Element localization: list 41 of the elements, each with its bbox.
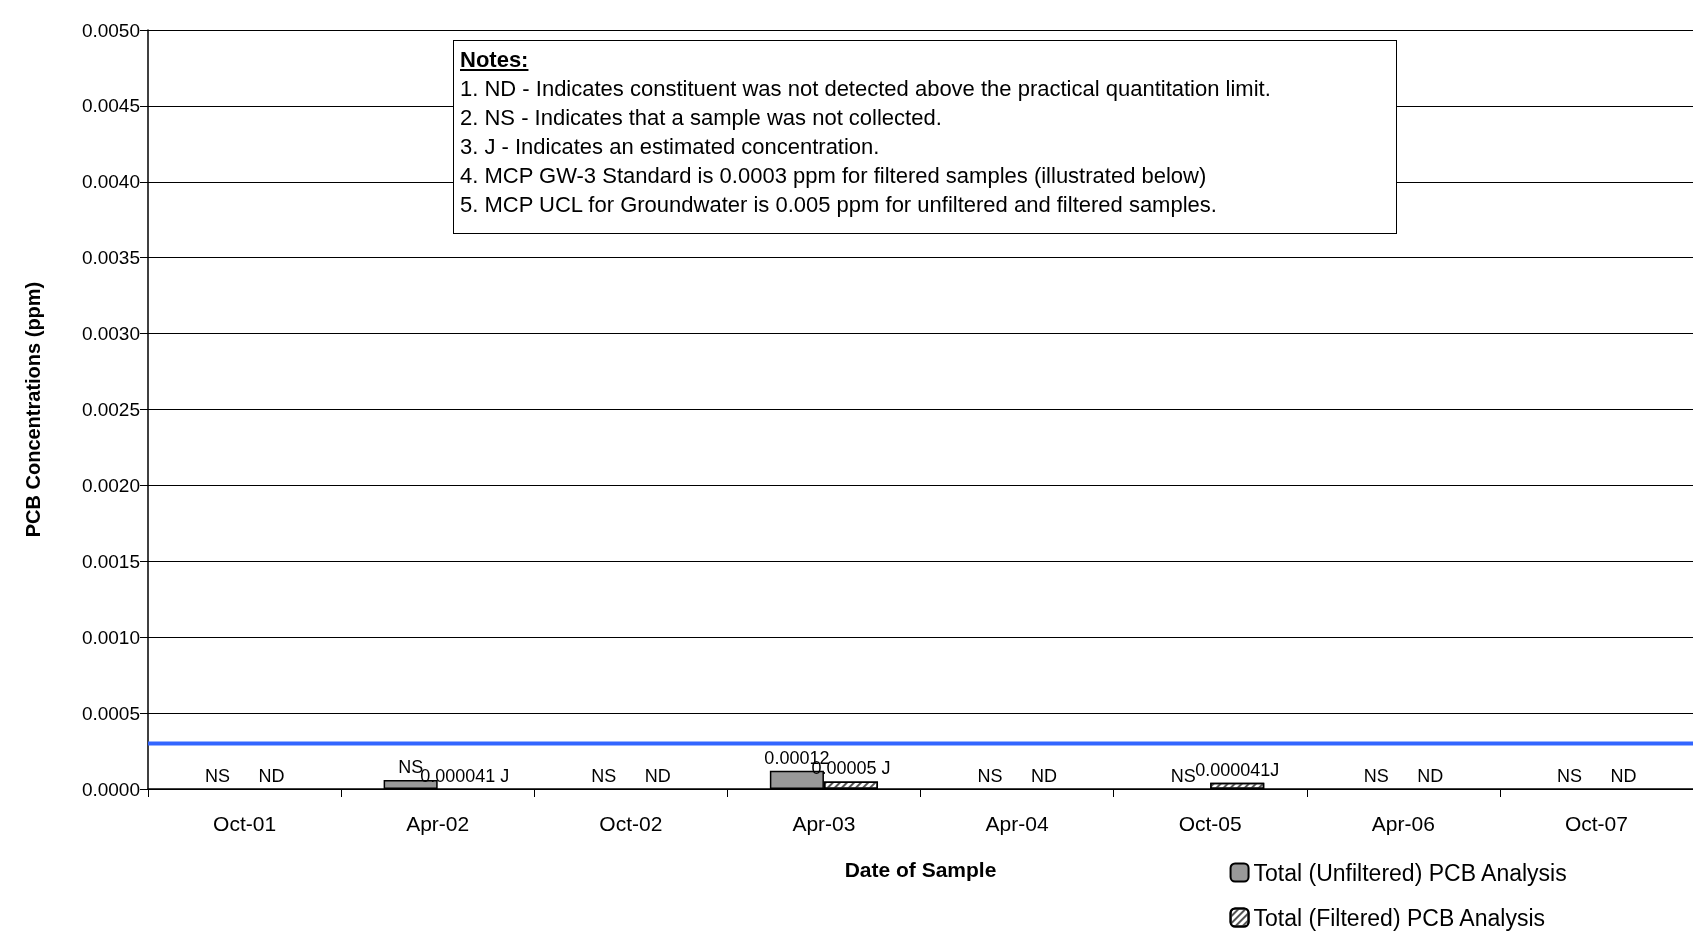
text: NS [1170, 766, 1196, 786]
y-tick-label: 0.0005 [81, 702, 140, 724]
x-tick-label: Oct-01 [213, 812, 277, 835]
y-tick-label: 0.0025 [81, 399, 140, 420]
annotation: 3. J - Indicates an estimated concentration. [460, 133, 881, 161]
annotation: 1. ND - Indicates constituent was not detected above the practical quantitation limit. [460, 75, 1272, 103]
text: ND [258, 766, 285, 786]
x-tick-label: Apr-04 [985, 812, 1049, 835]
y-tick-label: 0.0000 [81, 778, 140, 800]
y-axis-title: PCB Concentrations (ppm) [22, 281, 44, 538]
annotation: 4. MCP GW-3 Standard is 0.0003 ppm for filtered samples (illustrated below) [460, 162, 1208, 190]
annotation: Notes: [460, 46, 530, 74]
text: ND [1417, 766, 1444, 786]
text: ND [644, 766, 671, 786]
y-tick-label: 0.0010 [81, 626, 140, 648]
y-tick-label: 0.0020 [81, 474, 140, 496]
legend-label: Total (Filtered) PCB Analysis [1253, 904, 1545, 931]
y-tick-label: 0.0035 [81, 247, 140, 269]
y-tick-label: 0.0050 [81, 19, 140, 41]
annotation: 5. MCP UCL for Groundwater is 0.005 ppm for unfiltered and filtered samples. [460, 191, 1218, 219]
text: NS [205, 766, 231, 786]
y-tick-label: 0.0045 [81, 95, 140, 117]
text: NS [1556, 766, 1582, 786]
x-tick-label: Apr-06 [1371, 812, 1435, 835]
text: ND [1610, 766, 1637, 786]
text: NS [1363, 766, 1389, 786]
y-tick-label: 0.0030 [81, 323, 140, 345]
x-axis-title: Date of Sample [844, 858, 997, 881]
text: ND [1031, 766, 1058, 786]
data-label: 0.000041J [1195, 759, 1280, 780]
y-tick-label: 0.0015 [81, 550, 140, 572]
x-tick-label: Apr-02 [406, 812, 470, 835]
annotation: 2. NS - Indicates that a sample was not collected. [460, 104, 943, 132]
text: NS [591, 766, 617, 786]
x-tick-label: Oct-05 [1178, 812, 1242, 835]
legend-label: Total (Unfiltered) PCB Analysis [1253, 859, 1567, 886]
x-tick-label: Oct-07 [1564, 812, 1628, 835]
x-tick-label: Oct-02 [599, 812, 663, 835]
x-tick-label: Apr-03 [792, 812, 856, 835]
text: NS [977, 766, 1003, 786]
y-tick-label: 0.0040 [81, 171, 140, 193]
